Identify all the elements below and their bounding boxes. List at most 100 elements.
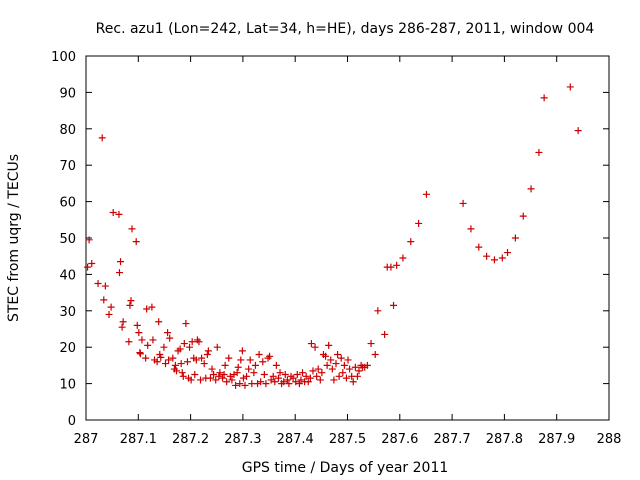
x-tick-labels: 287 287.1 287.2 287.3 287.4 287.5 287.6 287.7 28…	[74, 432, 622, 447]
data-point	[221, 361, 229, 369]
data-point	[257, 378, 265, 386]
data-point	[161, 360, 169, 368]
data-point	[314, 365, 322, 373]
data-point	[203, 350, 211, 358]
data-point	[234, 363, 242, 371]
data-point	[297, 376, 305, 384]
data-point	[180, 340, 188, 348]
data-point	[254, 380, 262, 388]
data-point	[165, 356, 173, 364]
data-point	[132, 238, 140, 246]
data-point	[166, 334, 174, 342]
data-point	[280, 378, 288, 386]
data-point	[349, 378, 357, 386]
y-tick-label: 50	[59, 232, 76, 247]
data-point	[289, 374, 297, 382]
y-tick-label: 30	[59, 305, 76, 320]
data-point	[220, 371, 228, 378]
data-point	[138, 336, 146, 344]
x-tick-label: 288	[597, 432, 622, 447]
data-point	[367, 340, 375, 348]
data-point	[266, 352, 274, 360]
x-tick-label: 287.2	[172, 432, 209, 447]
data-point	[135, 329, 143, 337]
data-point	[566, 83, 574, 91]
x-tick-label: 287.3	[224, 432, 261, 447]
data-point	[177, 360, 185, 368]
y-axis-label: STEC from uqrg / TECUs	[6, 154, 22, 322]
data-point	[191, 371, 199, 378]
data-points	[84, 83, 582, 389]
data-point	[330, 376, 338, 384]
chart-title: Rec. azu1 (Lon=242, Lat=34, h=HE), days …	[96, 21, 595, 37]
data-point	[238, 347, 246, 355]
y-tick-label: 70	[59, 159, 76, 174]
data-point	[109, 209, 117, 217]
data-point	[316, 376, 324, 384]
data-point	[128, 225, 136, 233]
data-point	[262, 380, 270, 388]
data-point	[204, 347, 212, 355]
data-point	[243, 372, 251, 380]
data-point	[133, 321, 141, 329]
data-point	[255, 350, 263, 358]
data-point	[213, 343, 221, 351]
data-point	[335, 372, 343, 380]
data-point	[309, 367, 317, 375]
y-tick-label: 90	[59, 86, 76, 101]
data-point	[274, 374, 282, 382]
data-point	[307, 340, 315, 348]
data-point	[342, 374, 350, 382]
data-point	[88, 259, 96, 267]
y-tick-label: 0	[68, 414, 76, 429]
data-point	[415, 219, 423, 227]
axis-ticks	[86, 56, 609, 420]
data-point	[179, 372, 187, 380]
data-point	[313, 372, 321, 380]
data-point	[187, 376, 195, 384]
data-point	[210, 371, 218, 378]
data-point	[264, 354, 272, 362]
y-tick-label: 40	[59, 268, 76, 283]
data-point	[269, 372, 277, 380]
data-point	[498, 254, 506, 262]
data-point	[295, 380, 303, 388]
data-point	[334, 350, 342, 358]
data-point	[272, 361, 280, 369]
data-point	[115, 269, 123, 277]
data-point	[226, 372, 234, 380]
data-point	[153, 358, 161, 366]
data-point	[306, 374, 314, 382]
data-point	[322, 352, 330, 360]
data-point	[422, 190, 430, 198]
y-tick-labels: 0 10 20 30 40 50 60 70 80 90 100	[51, 50, 76, 429]
data-point	[241, 381, 249, 389]
data-point	[100, 296, 108, 304]
data-point	[259, 358, 267, 366]
data-point	[149, 336, 157, 344]
data-point	[169, 354, 177, 362]
data-point	[233, 369, 241, 377]
data-point	[467, 225, 475, 233]
data-point	[193, 336, 201, 344]
data-point	[511, 234, 519, 242]
data-point	[215, 372, 223, 380]
data-point	[237, 356, 245, 364]
data-point	[148, 303, 156, 311]
x-tick-label: 287.9	[538, 432, 575, 447]
data-point	[271, 378, 279, 386]
data-point	[351, 363, 359, 371]
y-tick-label: 20	[59, 341, 76, 356]
y-tick-label: 80	[59, 123, 76, 138]
data-point	[574, 127, 582, 135]
data-point	[219, 374, 227, 382]
data-point	[245, 365, 253, 373]
data-point	[299, 369, 307, 377]
x-tick-label: 287.1	[120, 432, 157, 447]
x-tick-label: 287.7	[433, 432, 470, 447]
data-point	[540, 94, 548, 102]
x-axis-label: GPS time / Days of year 2011	[242, 460, 449, 476]
data-point	[302, 372, 310, 380]
data-point	[107, 303, 115, 311]
